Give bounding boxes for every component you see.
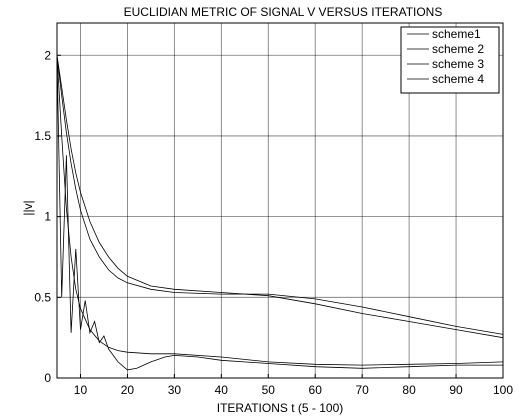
x-tick-label: 20 <box>121 383 135 397</box>
legend-label: scheme 4 <box>432 72 484 86</box>
series-line-1 <box>56 55 504 339</box>
series-line-2 <box>56 55 504 335</box>
x-tick-label: 10 <box>74 383 88 397</box>
tick-labels: 10 20 30 40 50 60 70 80 90 100 0 0.5 1 1.5 2 <box>34 48 513 397</box>
plot-frame <box>56 22 504 379</box>
legend-box <box>400 26 500 94</box>
chart-title: EUCLIDIAN METRIC OF SIGNAL V VERSUS ITER… <box>124 5 443 19</box>
x-tick-label: 60 <box>309 383 323 397</box>
x-tick-label: 50 <box>262 383 276 397</box>
x-tick-label: 30 <box>168 383 182 397</box>
legend-label: scheme1 <box>432 27 481 41</box>
x-tick-label: 80 <box>402 383 416 397</box>
legend-label: scheme 2 <box>432 42 484 56</box>
y-tick-label: 1.5 <box>34 129 51 143</box>
y-tick-label: 0.5 <box>34 290 51 304</box>
series-group <box>56 55 504 371</box>
x-axis-label: ITERATIONS t (5 - 100) <box>217 401 343 415</box>
y-axis-label: ||v| <box>21 200 35 215</box>
y-tick-label: 0 <box>44 371 51 385</box>
x-tick-label: 70 <box>355 383 369 397</box>
y-tick-label: 2 <box>44 48 51 62</box>
x-tick-label: 100 <box>493 383 513 397</box>
legend-label: scheme 3 <box>432 57 484 71</box>
series-line-3 <box>56 55 504 366</box>
x-tick-label: 40 <box>215 383 229 397</box>
y-tick-label: 1 <box>44 210 51 224</box>
series-line-4 <box>56 55 503 371</box>
x-tick-label: 90 <box>449 383 463 397</box>
